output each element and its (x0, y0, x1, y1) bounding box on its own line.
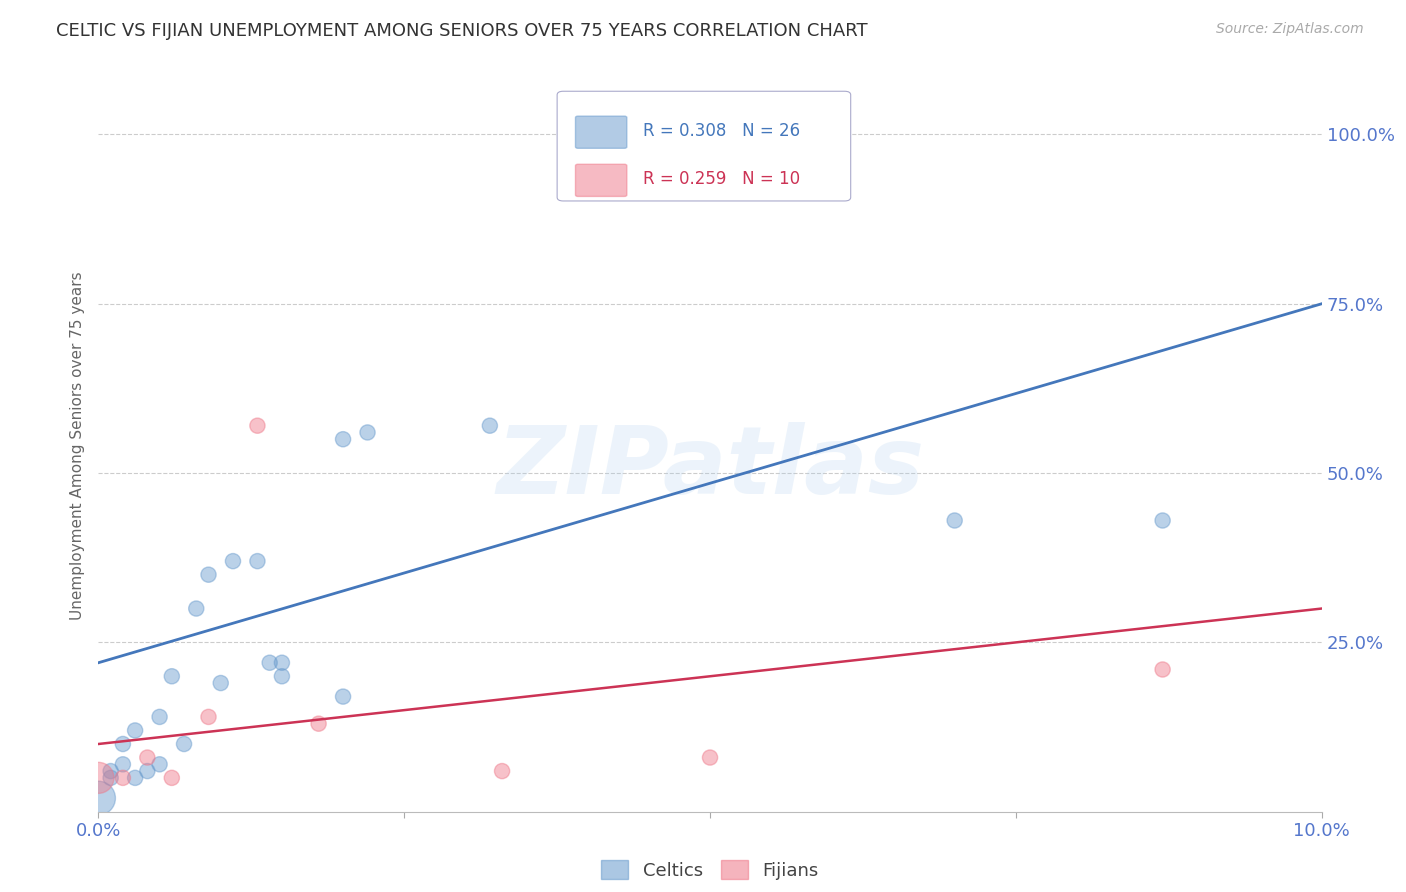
Text: CELTIC VS FIJIAN UNEMPLOYMENT AMONG SENIORS OVER 75 YEARS CORRELATION CHART: CELTIC VS FIJIAN UNEMPLOYMENT AMONG SENI… (56, 22, 868, 40)
Point (197, 710, 219, 724)
Point (87, 791, 110, 805)
Point (943, 514, 966, 528)
Legend: Celtics, Fijians: Celtics, Fijians (595, 853, 825, 887)
Point (87, 771, 110, 785)
Text: ZIPatlas: ZIPatlas (496, 422, 924, 514)
Point (332, 690, 354, 704)
Text: Source: ZipAtlas.com: Source: ZipAtlas.com (1216, 22, 1364, 37)
Point (186, 601, 208, 615)
Point (259, 656, 281, 670)
Point (111, 771, 134, 785)
Point (124, 771, 146, 785)
Point (332, 432, 354, 446)
Point (308, 716, 330, 731)
Text: R = 0.308   N = 26: R = 0.308 N = 26 (643, 121, 800, 140)
Point (149, 757, 172, 772)
Point (270, 656, 292, 670)
Point (136, 764, 159, 778)
Point (270, 669, 292, 683)
FancyBboxPatch shape (557, 91, 851, 201)
Point (222, 554, 245, 568)
Point (1152, 514, 1174, 528)
Point (246, 418, 269, 433)
Point (478, 418, 501, 433)
Point (491, 764, 513, 778)
Point (111, 737, 134, 751)
Point (173, 737, 195, 751)
Point (246, 554, 269, 568)
Point (100, 771, 122, 785)
Point (160, 771, 183, 785)
Point (136, 750, 159, 764)
Point (100, 764, 122, 778)
Point (124, 723, 146, 738)
Point (1152, 663, 1174, 677)
Point (699, 750, 721, 764)
Text: R = 0.259   N = 10: R = 0.259 N = 10 (643, 169, 800, 188)
Point (197, 567, 219, 582)
Point (149, 710, 172, 724)
Point (160, 669, 183, 683)
Point (356, 425, 378, 440)
Y-axis label: Unemployment Among Seniors over 75 years: Unemployment Among Seniors over 75 years (69, 272, 84, 620)
FancyBboxPatch shape (575, 116, 627, 148)
Point (111, 757, 134, 772)
FancyBboxPatch shape (575, 164, 627, 196)
Point (209, 676, 232, 690)
